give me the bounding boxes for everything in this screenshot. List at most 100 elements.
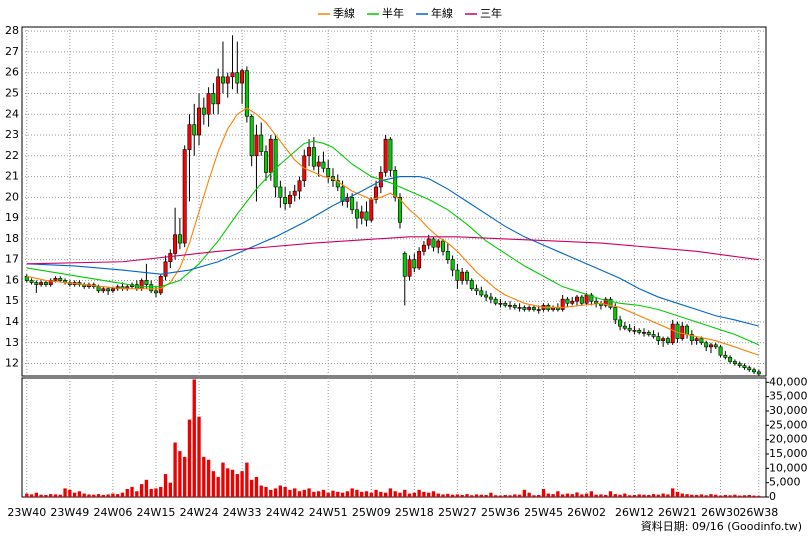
volume-bar	[125, 488, 129, 497]
candle-body	[732, 361, 737, 364]
candle-body	[450, 259, 455, 271]
volume-bar	[383, 492, 388, 497]
candle-body	[579, 296, 584, 304]
volume-bar	[647, 494, 651, 497]
volume-bar	[44, 494, 48, 497]
y-tick-label: 15	[5, 294, 19, 307]
volume-bar	[106, 494, 110, 497]
x-tick-label: 26W21	[658, 506, 697, 519]
candle-body	[96, 286, 101, 292]
candle-body	[436, 240, 441, 248]
y-tick-label: 26	[5, 66, 19, 79]
candle-body	[201, 107, 206, 115]
volume-bar	[484, 494, 488, 497]
volume-bar	[96, 494, 101, 497]
volume-bar	[427, 492, 431, 497]
candle-body	[264, 151, 268, 173]
volume-bar	[690, 494, 694, 497]
candle-body	[627, 327, 632, 331]
volume-bar	[407, 493, 412, 497]
candle-body	[694, 338, 699, 341]
volume-bar	[340, 492, 345, 497]
candle-body	[110, 288, 115, 292]
candle-body	[149, 284, 154, 292]
volume-bar	[321, 489, 326, 497]
volume-bar	[379, 491, 383, 497]
volume-bar	[249, 479, 254, 497]
candle-body	[704, 342, 709, 348]
candle-body	[527, 307, 532, 310]
candle-body	[685, 325, 690, 335]
candle-body	[374, 186, 379, 200]
y-tick-label: 12	[5, 357, 19, 370]
volume-bar	[331, 490, 335, 497]
candle-body	[259, 134, 264, 152]
candle-body	[158, 275, 163, 294]
candle-body	[287, 194, 292, 204]
candle-body	[254, 134, 259, 157]
volume-bar	[63, 488, 67, 497]
candle-body	[474, 288, 479, 292]
volume-bar	[312, 491, 316, 497]
candle-body	[197, 107, 202, 136]
volume-bar	[87, 494, 91, 497]
candle-body	[163, 261, 168, 277]
x-tick-label: 24W24	[180, 506, 219, 519]
candle-body	[43, 282, 48, 285]
volume-bar	[589, 491, 594, 497]
volume-bar	[513, 494, 517, 497]
volume-bar	[522, 489, 527, 497]
candle-body	[144, 280, 149, 285]
volume-bar	[364, 491, 369, 497]
volume-bar	[221, 462, 225, 497]
volume-bar	[235, 474, 239, 497]
volume-tick-label: 30,000	[769, 404, 808, 417]
source-note: 資料日期: 09/16 (Goodinfo.tw)	[641, 519, 802, 533]
volume-bar	[412, 492, 417, 497]
candle-body	[106, 288, 111, 292]
volume-bar	[599, 494, 603, 497]
x-tick-label: 26W30	[701, 506, 740, 519]
y-tick-label: 23	[5, 128, 19, 141]
candle-body	[364, 211, 369, 221]
volume-bar	[575, 492, 579, 497]
legend-label: 季線	[333, 6, 355, 20]
volume-bar	[431, 491, 436, 497]
volume-bar	[374, 489, 378, 497]
volume-bar	[470, 495, 474, 497]
volume-bar	[120, 492, 125, 497]
volume-bar	[53, 494, 58, 497]
volume-bar	[254, 476, 259, 497]
y-tick-label: 14	[5, 315, 19, 328]
volume-bar	[149, 488, 153, 497]
x-tick-label: 25W36	[481, 506, 520, 519]
candle-body	[503, 302, 508, 306]
volume-bar	[355, 489, 359, 497]
candle-body	[756, 371, 761, 375]
candle-body	[713, 344, 718, 348]
volume-bar	[230, 469, 235, 497]
y-tick-label: 13	[5, 336, 19, 349]
volume-bar	[307, 488, 311, 497]
volume-bar	[570, 494, 574, 497]
candle-body	[273, 138, 278, 188]
volume-bar	[269, 489, 273, 497]
candle-body	[622, 325, 627, 329]
candle-body	[603, 298, 608, 306]
y-tick-label: 28	[5, 24, 19, 37]
volume-bar	[733, 494, 737, 497]
volume-bar	[25, 493, 29, 497]
volume-bar	[613, 494, 617, 497]
candle-body	[742, 365, 747, 368]
volume-bar	[738, 495, 742, 497]
candle-body	[589, 294, 594, 302]
y-tick-label: 24	[5, 107, 19, 120]
volume-bar	[474, 494, 479, 497]
volume-tick-label: 0	[769, 490, 776, 503]
candle-body	[584, 294, 589, 304]
volume-bar	[675, 491, 680, 497]
y-tick-label: 19	[5, 211, 19, 224]
volume-bar	[757, 495, 761, 497]
candle-body	[498, 302, 503, 305]
candle-body	[369, 199, 374, 221]
